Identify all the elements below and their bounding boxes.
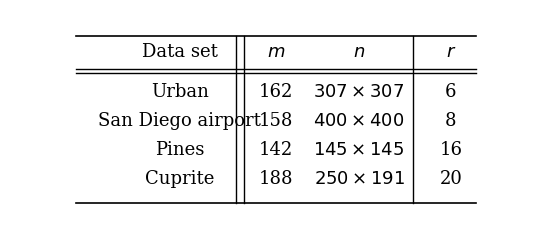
Text: 8: 8 [445, 112, 457, 130]
Text: Urban: Urban [151, 83, 209, 101]
Text: $250 \times 191$: $250 \times 191$ [314, 170, 405, 188]
Text: $n$: $n$ [353, 43, 365, 61]
Text: 142: 142 [259, 141, 293, 159]
Text: 6: 6 [445, 83, 457, 101]
Text: 158: 158 [259, 112, 293, 130]
Text: $r$: $r$ [445, 43, 456, 61]
Text: $307 \times 307$: $307 \times 307$ [314, 83, 405, 101]
Text: 162: 162 [259, 83, 293, 101]
Text: Pines: Pines [155, 141, 204, 159]
Text: $145 \times 145$: $145 \times 145$ [314, 141, 405, 159]
Text: Cuprite: Cuprite [145, 170, 215, 188]
Text: $400 \times 400$: $400 \times 400$ [314, 112, 405, 130]
Text: 20: 20 [440, 170, 462, 188]
Text: Data set: Data set [142, 43, 218, 61]
Text: $m$: $m$ [266, 43, 285, 61]
Text: 188: 188 [258, 170, 293, 188]
Text: San Diego airport: San Diego airport [98, 112, 261, 130]
Text: 16: 16 [440, 141, 462, 159]
